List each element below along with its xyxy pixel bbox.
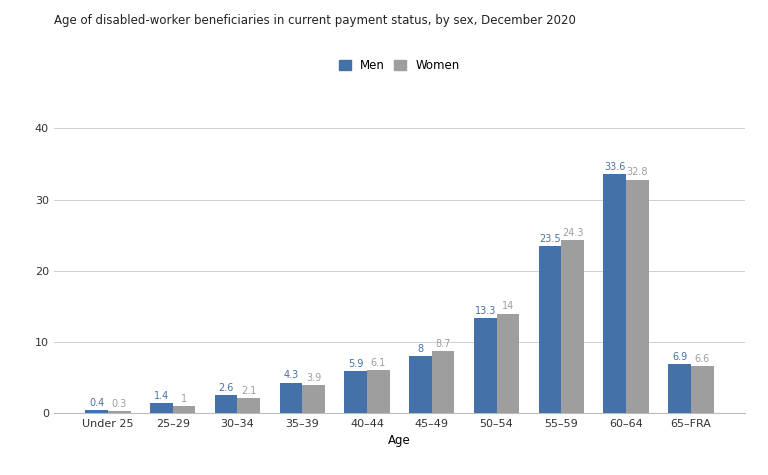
Text: 8.7: 8.7: [435, 339, 451, 349]
Bar: [474, 319, 497, 413]
Bar: [173, 406, 195, 413]
Bar: [280, 383, 302, 413]
Text: 6.6: 6.6: [694, 354, 710, 364]
Bar: [668, 364, 691, 413]
Text: 14: 14: [502, 301, 514, 312]
Bar: [237, 398, 260, 413]
Bar: [432, 352, 455, 413]
Text: 6.9: 6.9: [672, 352, 687, 362]
Bar: [85, 410, 108, 413]
Text: 13.3: 13.3: [475, 306, 496, 316]
Bar: [367, 370, 389, 413]
Text: 32.8: 32.8: [627, 167, 648, 178]
Text: 1: 1: [181, 394, 187, 404]
X-axis label: Age: Age: [388, 434, 411, 447]
Text: 0.4: 0.4: [89, 398, 104, 408]
Bar: [604, 174, 626, 413]
Text: 2.6: 2.6: [218, 382, 233, 392]
Text: 1.4: 1.4: [154, 391, 169, 401]
Text: Age of disabled-worker beneficiaries in current payment status, by sex, December: Age of disabled-worker beneficiaries in …: [54, 14, 576, 27]
Bar: [150, 403, 173, 413]
Bar: [302, 386, 325, 413]
Bar: [626, 180, 649, 413]
Bar: [538, 246, 561, 413]
Bar: [108, 411, 131, 413]
Text: 24.3: 24.3: [562, 228, 584, 238]
Bar: [497, 314, 519, 413]
Legend: Men, Women: Men, Women: [334, 54, 465, 76]
Bar: [561, 240, 584, 413]
Text: 0.3: 0.3: [111, 399, 127, 409]
Text: 5.9: 5.9: [348, 359, 363, 369]
Text: 23.5: 23.5: [539, 234, 561, 244]
Bar: [344, 371, 367, 413]
Bar: [215, 395, 237, 413]
Bar: [691, 366, 713, 413]
Text: 2.1: 2.1: [241, 386, 257, 396]
Text: 8: 8: [417, 344, 423, 354]
Text: 6.1: 6.1: [371, 358, 386, 368]
Text: 3.9: 3.9: [306, 373, 321, 383]
Bar: [409, 356, 432, 413]
Text: 4.3: 4.3: [283, 370, 299, 380]
Text: 33.6: 33.6: [604, 162, 625, 171]
